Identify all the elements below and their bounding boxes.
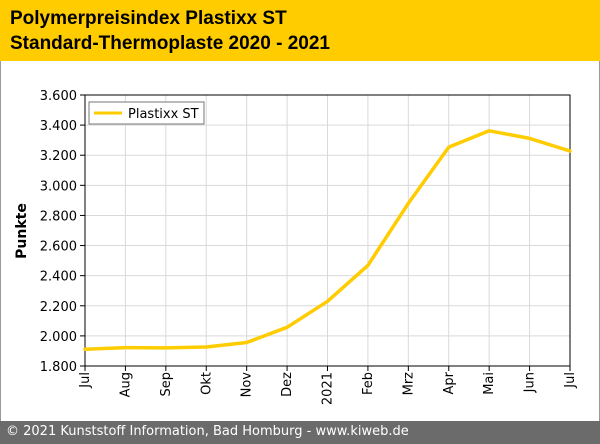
x-tick-label: Dez xyxy=(280,372,295,397)
data-point xyxy=(366,264,370,267)
copyright-text: © 2021 Kunststoff Information, Bad Hombu… xyxy=(6,424,409,439)
y-tick-label: 2.800 xyxy=(40,209,77,224)
x-tick-label: Mai xyxy=(482,372,497,395)
y-tick-label: 3.600 xyxy=(40,89,77,104)
x-tick-label: Apr xyxy=(442,371,457,394)
x-axis-ticks: Jul Aug Sep Okt Nov Dez 2021 Feb Mrz Apr Mai Jun Jul xyxy=(78,366,578,405)
x-tick-label: Sep xyxy=(159,372,174,397)
y-axis-ticks: 1.800 2.000 2.200 2.400 2.600 2.800 3.000 3.200… xyxy=(40,89,85,375)
x-tick-label: Aug xyxy=(118,372,133,397)
data-point xyxy=(83,348,87,351)
y-tick-label: 3.400 xyxy=(40,119,77,134)
y-tick-label: 3.000 xyxy=(40,179,77,194)
chart-header: Polymerpreisindex Plastixx ST Standard-T… xyxy=(0,0,600,61)
y-tick-label: 2.200 xyxy=(40,300,77,315)
chart-subtitle: Standard-Thermoplaste 2020 - 2021 xyxy=(10,33,330,54)
grid xyxy=(84,94,571,367)
data-point xyxy=(245,341,248,344)
legend-label: Plastixx ST xyxy=(128,107,199,122)
data-point xyxy=(528,137,531,140)
y-tick-label: 1.800 xyxy=(40,360,77,375)
x-tick-label: Jun xyxy=(523,372,538,393)
data-point xyxy=(124,346,127,349)
legend-box xyxy=(88,101,205,125)
x-tick-label: 2021 xyxy=(321,372,336,405)
x-tick-label: Jul xyxy=(78,372,93,389)
x-tick-label: Nov xyxy=(240,372,255,398)
y-axis-label: Punkte xyxy=(14,203,30,259)
data-point xyxy=(326,300,329,303)
y-tick-label: 3.200 xyxy=(40,149,77,164)
data-point xyxy=(447,145,450,149)
data-point xyxy=(285,326,289,329)
series-group xyxy=(83,129,572,352)
y-tick-label: 2.600 xyxy=(40,240,77,255)
x-tick-label: Okt xyxy=(199,372,214,395)
data-point xyxy=(205,345,208,349)
footer-bar: © 2021 Kunststoff Information, Bad Hombu… xyxy=(0,421,600,444)
line-chart: 1.800 2.000 2.200 2.400 2.600 2.800 3.000 3.200… xyxy=(14,89,578,405)
data-point xyxy=(407,202,410,205)
data-point xyxy=(164,346,168,350)
data-point xyxy=(487,129,491,133)
x-tick-label: Mrz xyxy=(401,372,416,396)
y-tick-label: 2.400 xyxy=(40,270,77,285)
chart-title: Polymerpreisindex Plastixx ST xyxy=(10,8,287,29)
x-tick-label: Feb xyxy=(361,372,376,395)
legend: Plastixx ST xyxy=(88,101,205,125)
y-tick-label: 2.000 xyxy=(40,330,77,345)
data-point xyxy=(568,149,572,153)
x-tick-label: Jul xyxy=(563,372,578,389)
